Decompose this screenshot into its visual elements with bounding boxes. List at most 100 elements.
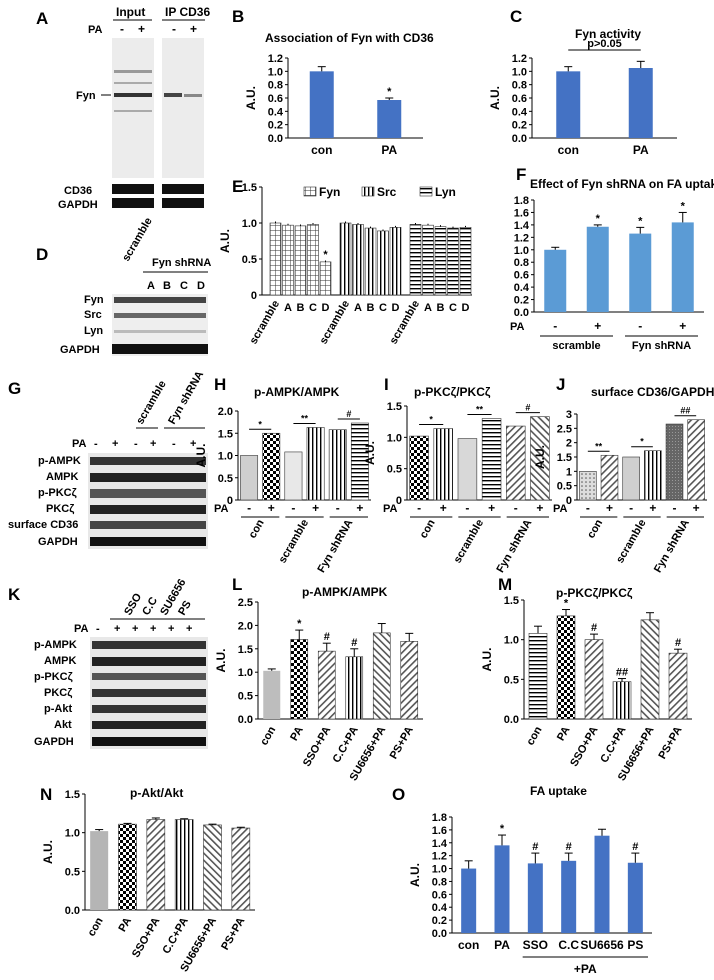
bar: [174, 819, 194, 911]
bar: [90, 831, 109, 910]
panel-letter-m: M: [498, 575, 512, 594]
significance-mark: *: [638, 215, 643, 227]
y-tick-label: 1.2: [514, 232, 529, 244]
bar: [118, 823, 137, 911]
chart-i: 0 0.5 1.0 1.5 A.U. I p-PKCζ/PKCζ - + - + - + PA con * sc…: [363, 375, 552, 575]
blot-row-label: p-AMPK: [38, 455, 81, 467]
x-tick-label: SSO: [523, 938, 548, 952]
blot-band: [112, 198, 154, 208]
bar: [352, 224, 364, 296]
y-axis-label: A.U.: [408, 863, 422, 887]
pa-sign: +: [440, 501, 447, 515]
y-axis-label: A.U.: [41, 840, 55, 864]
significance-mark: #: [566, 841, 572, 853]
panel-letter-c: C: [510, 7, 522, 26]
chart-title: FA uptake: [530, 784, 587, 798]
blot-membrane: [88, 453, 208, 549]
chart-b: 0.00.2 0.40.60.8 1.01.2 A.U. B Association of…: [232, 7, 434, 157]
x-tick-label: SSO+PA: [130, 915, 162, 959]
panel-letter-d: D: [36, 245, 48, 264]
bar: [364, 227, 377, 296]
legend-swatch: [419, 186, 433, 197]
x-tick-label: C.C+PA: [331, 724, 361, 765]
chart-j: 0 0.5 1 1.5 2 2.5 3 A.U. J surface CD36/GAPDH - + - +…: [533, 375, 714, 575]
blot-row-label: p-PKCζ: [38, 487, 77, 499]
bar: [494, 845, 510, 933]
bar: [434, 226, 447, 296]
bar: [506, 425, 526, 501]
blot-band: [92, 737, 206, 746]
x-tick-label: B: [437, 302, 445, 314]
panel-letter-h: H: [214, 375, 226, 394]
y-tick-label: 1.2: [432, 851, 447, 863]
y-tick-label: 0.2: [268, 120, 283, 132]
y-axis-label: A.U.: [363, 441, 377, 465]
y-tick-label: 0.5: [218, 473, 233, 485]
significance-mark: *: [258, 419, 262, 429]
lane-label: D: [197, 280, 205, 292]
y-tick-label: 1.5: [242, 182, 257, 194]
x-tick-label: PS: [627, 938, 643, 952]
blot-band: [164, 93, 182, 97]
bar: [309, 71, 334, 138]
chart-title: p-AMPK/AMPK: [254, 385, 340, 399]
y-tick-label: 0.5: [504, 674, 519, 686]
bar: [447, 227, 459, 296]
bar: [629, 233, 652, 312]
pa-sign: +: [649, 501, 656, 515]
x-tick-label: A: [424, 302, 432, 314]
x-tick-label: PS+PA: [219, 915, 247, 952]
group-label: Fyn shRNA: [632, 340, 691, 352]
significance-mark: *: [564, 598, 569, 610]
significance-mark: #: [351, 637, 357, 649]
x-tick-label: PA: [555, 724, 573, 743]
blot-membrane: [112, 38, 154, 178]
panel-letter-o: O: [392, 785, 405, 804]
lane-sign: +: [114, 623, 120, 635]
chart-title: Association of Fyn with CD36: [265, 31, 434, 45]
y-tick-label: 1.6: [514, 207, 529, 219]
blot-row-label: GAPDH: [60, 344, 100, 356]
group-label: scramble: [452, 518, 487, 566]
panel-letter-f: F: [516, 165, 526, 184]
y-tick-label: 0: [227, 495, 233, 507]
x-tick-label: B: [367, 302, 375, 314]
panel-letter-e: E: [232, 177, 243, 196]
x-tick-label: D: [322, 302, 330, 314]
significance-mark: *: [640, 437, 644, 447]
y-tick-label: 0.0: [432, 928, 447, 940]
bar: [612, 681, 632, 720]
blot-row-label: Src: [84, 309, 102, 321]
y-axis-label: A.U.: [244, 86, 258, 110]
group-label: scramble: [552, 340, 600, 352]
y-tick-label: 0.4: [432, 902, 448, 914]
bar: [377, 230, 389, 296]
blot-band: [114, 313, 206, 318]
chart-c: 0.00.2 0.40.60.8 1.01.2 A.U. C Fyn activity co…: [488, 7, 677, 157]
lane-sign: -: [120, 22, 124, 36]
y-tick-label: 0: [396, 495, 402, 507]
blot-row-label: GAPDH: [34, 736, 74, 748]
bar: [584, 639, 604, 720]
significance-mark: ##: [680, 406, 690, 416]
bar: [400, 641, 419, 720]
y-tick-label: 1.8: [514, 195, 529, 207]
y-tick-label: 1.6: [432, 825, 447, 837]
bar: [422, 224, 434, 296]
chart-title: p-AMPK/AMPK: [302, 585, 388, 599]
y-tick-label: 0.0: [65, 905, 80, 917]
blot-band: [114, 93, 152, 97]
y-tick-label: 0.8: [432, 876, 447, 888]
blot-band: [114, 70, 152, 73]
blot-band: [90, 489, 206, 498]
lane-label: C: [180, 280, 188, 292]
x-tick-label: C: [309, 302, 317, 314]
blot-band: [114, 297, 206, 303]
bar: [627, 862, 643, 933]
bar: [640, 619, 660, 720]
blot-band: [90, 537, 206, 546]
pa-sign: +: [312, 501, 319, 515]
blot-band: [92, 721, 206, 729]
